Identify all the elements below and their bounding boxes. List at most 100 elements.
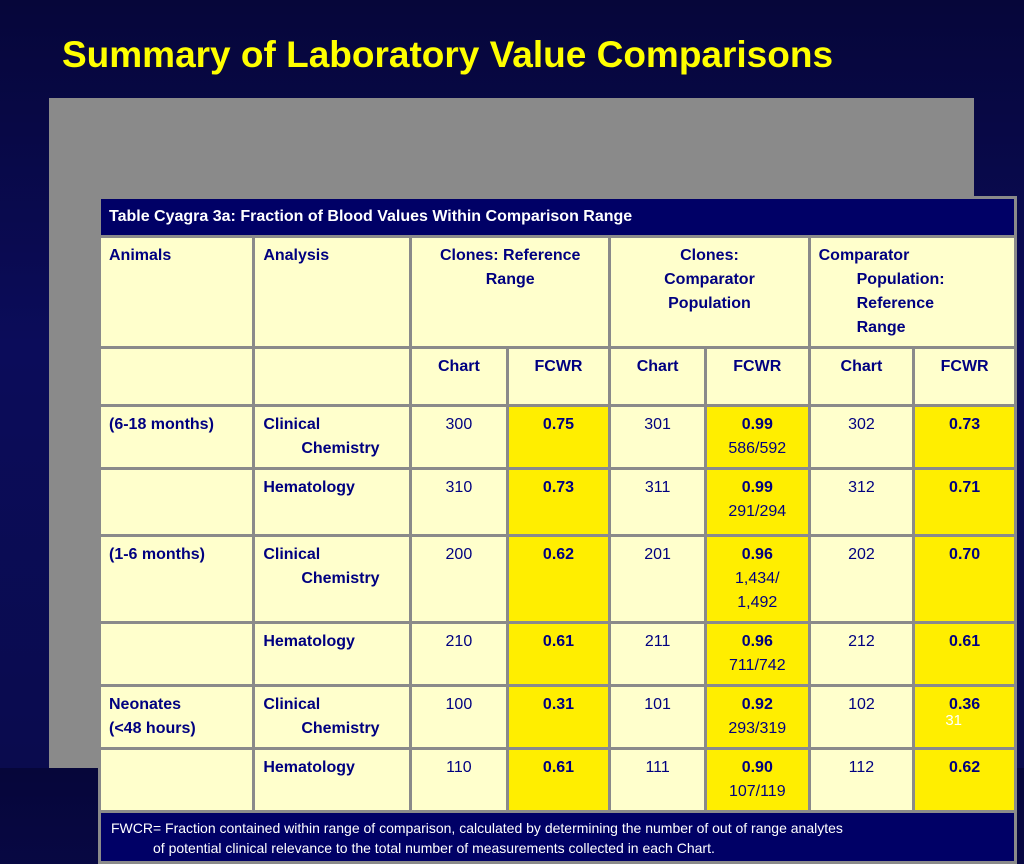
- cell-line: Hematology: [263, 759, 355, 776]
- fcwr-value: 0.96: [741, 546, 773, 563]
- cell-chart: 200: [412, 537, 506, 621]
- cell-chart: 201: [611, 537, 704, 621]
- subheader-empty: [101, 349, 253, 404]
- cell-fcwr: 0.31: [508, 687, 609, 747]
- page-number: 31: [945, 712, 962, 729]
- cell-animals: [101, 750, 253, 810]
- cell-line: Hematology: [263, 479, 355, 496]
- cell-chart: 310: [412, 470, 506, 534]
- subheader-chart: Chart: [611, 349, 704, 404]
- footnote-line: of potential clinical relevance to the t…: [153, 840, 715, 856]
- cell-fcwr: 0.70: [915, 537, 1014, 621]
- header-line: Population: [668, 295, 751, 312]
- cell-chart: 300: [412, 407, 506, 467]
- table-row: (6-18 months) Clinical Chemistry 300 0.75 301…: [101, 407, 1014, 467]
- fcwr-detail: 1,434/: [735, 570, 780, 587]
- subheader-fcwr: FCWR: [508, 349, 609, 404]
- header-line: Clones:: [680, 247, 739, 264]
- cell-fcwr: 0.61: [508, 750, 609, 810]
- fcwr-value: 0.96: [741, 633, 773, 650]
- header-line: Comparator: [818, 247, 910, 264]
- cell-fcwr: 0.75: [508, 407, 609, 467]
- cell-chart: 212: [810, 624, 913, 684]
- table-row: Hematology 310 0.73 311 0.99 291/294 312 0.71: [101, 470, 1014, 534]
- subheader-row: Chart FCWR Chart FCWR Chart FCWR: [101, 349, 1014, 404]
- cell-fcwr: 0.62: [915, 750, 1014, 810]
- subheader-fcwr: FCWR: [706, 349, 808, 404]
- cell-line: Chemistry: [301, 440, 380, 457]
- cell-animals: [101, 624, 253, 684]
- cell-fcwr: 0.36: [915, 687, 1014, 747]
- cell-line: Clinical: [263, 696, 321, 713]
- cell-chart: 112: [810, 750, 913, 810]
- table-caption-row: Table Cyagra 3a: Fraction of Blood Value…: [101, 199, 1014, 235]
- data-rows: (6-18 months) Clinical Chemistry 300 0.75 301…: [101, 407, 1014, 810]
- cell-fcwr: 0.62: [508, 537, 609, 621]
- table-frame: Table Cyagra 3a: Fraction of Blood Value…: [49, 98, 1017, 864]
- cell-chart: 101: [611, 687, 704, 747]
- cell-analysis: Clinical Chemistry: [255, 537, 410, 621]
- fcwr-value: 0.99: [741, 479, 773, 496]
- table-caption: Table Cyagra 3a: Fraction of Blood Value…: [101, 199, 1014, 235]
- cell-analysis: Clinical Chemistry: [255, 687, 410, 747]
- table-row: Hematology 110 0.61 111 0.90 107/119 112 0.62: [101, 750, 1014, 810]
- cell-chart: 110: [412, 750, 506, 810]
- cell-chart: 102: [810, 687, 913, 747]
- header-clones-reference: Clones: Reference Range: [412, 238, 609, 346]
- header-animals: Animals: [101, 238, 253, 346]
- cell-chart: 211: [611, 624, 704, 684]
- table-row: (1-6 months) Clinical Chemistry 200 0.62 201 0…: [101, 537, 1014, 621]
- cell-fcwr: 0.61: [915, 624, 1014, 684]
- cell-analysis: Clinical Chemistry: [255, 407, 410, 467]
- fcwr-value: 0.90: [741, 759, 773, 776]
- subheader-chart: Chart: [412, 349, 506, 404]
- table-row: Hematology 210 0.61 211 0.96 711/742 212 0.61: [101, 624, 1014, 684]
- lab-comparison-table: Table Cyagra 3a: Fraction of Blood Value…: [98, 196, 1017, 864]
- subheader-fcwr: FCWR: [915, 349, 1014, 404]
- cell-fcwr: 0.61: [508, 624, 609, 684]
- fcwr-detail: 586/592: [728, 440, 787, 457]
- table-row: Neonates (<48 hours) Clinical Chemistry 100 0…: [101, 687, 1014, 747]
- slide-title: Summary of Laboratory Value Comparisons: [62, 34, 834, 75]
- subheader-chart: Chart: [810, 349, 913, 404]
- footnote-row: FWCR= Fraction contained within range of…: [101, 813, 1014, 861]
- fcwr-detail: 293/319: [728, 720, 787, 737]
- cell-line: Chemistry: [301, 720, 380, 737]
- header-line: Comparator: [664, 271, 755, 288]
- header-line: Range: [485, 271, 535, 288]
- cell-chart: 302: [810, 407, 913, 467]
- fcwr-detail: 107/119: [728, 783, 786, 800]
- cell-animals: [101, 470, 253, 534]
- cell-analysis: Hematology: [255, 624, 410, 684]
- header-line: Reference: [856, 295, 934, 312]
- header-line: Population:: [856, 271, 945, 288]
- cell-animals: (6-18 months): [101, 407, 253, 467]
- cell-chart: 202: [810, 537, 913, 621]
- cell-fcwr: 0.90 107/119: [706, 750, 808, 810]
- cell-fcwr: 0.71: [915, 470, 1014, 534]
- cell-line: Clinical: [263, 416, 321, 433]
- fcwr-detail: 711/742: [728, 657, 786, 674]
- header-row: Animals Analysis Clones: Reference Range…: [101, 238, 1014, 346]
- cell-fcwr: 0.99 291/294: [706, 470, 808, 534]
- header-line: Range: [856, 319, 906, 336]
- fcwr-detail: 291/294: [728, 503, 787, 520]
- header-analysis: Analysis: [255, 238, 410, 346]
- header-clones-comparator: Clones: Comparator Population: [611, 238, 808, 346]
- cell-chart: 312: [810, 470, 913, 534]
- cell-fcwr: 0.96 711/742: [706, 624, 808, 684]
- fcwr-value: 0.92: [741, 696, 773, 713]
- cell-chart: 111: [611, 750, 704, 810]
- cell-line: Neonates: [109, 696, 182, 713]
- cell-line: Hematology: [263, 633, 355, 650]
- cell-line: (6-18 months): [109, 416, 214, 433]
- cell-chart: 311: [611, 470, 704, 534]
- footnote-line: FWCR= Fraction contained within range of…: [111, 820, 843, 836]
- cell-fcwr: 0.73: [915, 407, 1014, 467]
- cell-line: Clinical: [263, 546, 321, 563]
- cell-fcwr: 0.99 586/592: [706, 407, 808, 467]
- cell-fcwr: 0.73: [508, 470, 609, 534]
- cell-chart: 301: [611, 407, 704, 467]
- cell-line: Chemistry: [301, 570, 380, 587]
- cell-line: (1-6 months): [109, 546, 205, 563]
